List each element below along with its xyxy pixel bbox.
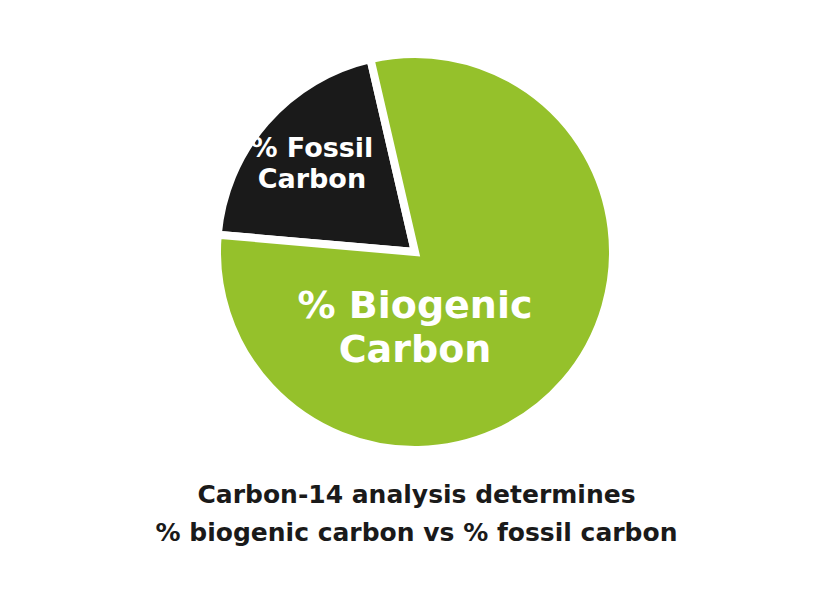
svg-text:% FossilCarbon: % FossilCarbon xyxy=(250,131,373,193)
html-text:% biogenic carbon vs % fossil: % biogenic carbon vs % fossil carbon xyxy=(155,518,678,547)
html-text:Carbon-14 analysis determines: Carbon-14 analysis determines xyxy=(197,480,636,509)
svg-text:% BiogenicCarbon: % BiogenicCarbon xyxy=(298,283,533,371)
